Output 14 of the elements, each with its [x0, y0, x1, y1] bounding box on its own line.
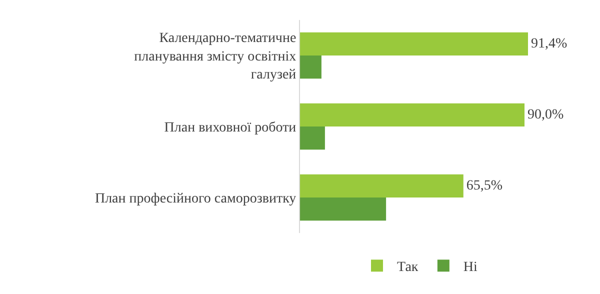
bar — [300, 126, 325, 150]
data-label: 90,0% — [528, 107, 564, 122]
bar — [300, 32, 528, 56]
y-tick-label: Календарно-тематичне планування змісту освітніх галузей — [134, 31, 297, 83]
y-tick-label: План виховної роботи — [164, 120, 297, 136]
bar — [300, 103, 525, 126]
bar — [300, 56, 322, 79]
legend-label: Ні — [463, 260, 478, 276]
bar — [300, 174, 464, 198]
bar — [300, 198, 386, 221]
data-label: 91,4% — [531, 36, 568, 52]
y-tick-label: План професійного саморозвитку — [94, 191, 296, 206]
legend-label: Так — [397, 260, 418, 276]
data-label: 65,5% — [466, 178, 503, 194]
